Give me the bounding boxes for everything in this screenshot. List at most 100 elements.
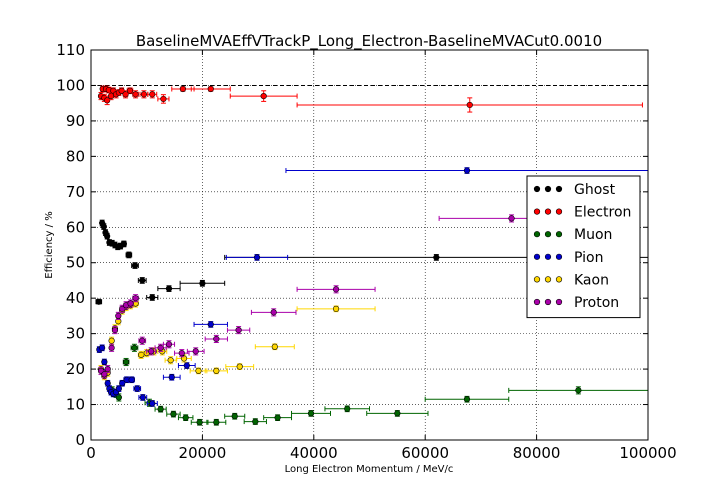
pion-marker (463, 167, 471, 174)
muon-point (324, 405, 370, 413)
pion-point (128, 376, 135, 384)
legend-label-muon: Muon (574, 227, 612, 243)
electron-point (190, 85, 231, 93)
legend-marker-ghost (533, 185, 541, 193)
muon-marker (213, 419, 220, 426)
pion-point (99, 344, 106, 352)
proton-marker (235, 326, 242, 334)
pion-marker (99, 344, 106, 351)
kaon-marker (332, 305, 340, 312)
ghost-marker (104, 233, 111, 240)
ghost-marker (165, 285, 173, 292)
muon-marker (115, 394, 122, 401)
y-tick-label: 40 (66, 289, 85, 307)
proton-marker (178, 350, 185, 357)
kaon-point (137, 350, 145, 359)
electron-point (147, 90, 158, 99)
x-tick-label: 20000 (179, 444, 227, 462)
proton-point (186, 347, 205, 356)
kaon-point (225, 363, 255, 370)
legend-marker-electron (544, 208, 552, 215)
muon-point (190, 418, 209, 426)
series-muon (109, 343, 649, 426)
kaon-point (108, 336, 115, 345)
legend-label-electron: Electron (574, 205, 631, 221)
muon-point (177, 414, 194, 421)
ghost-marker (95, 298, 102, 305)
kaon-marker (167, 357, 174, 364)
ghost-point (137, 277, 147, 284)
ghost-marker (120, 240, 127, 248)
muon-marker (394, 410, 401, 417)
electron-marker (207, 85, 214, 93)
pion-point (177, 362, 196, 369)
electron-point (139, 90, 149, 99)
muon-point (115, 393, 122, 402)
muon-marker (157, 406, 164, 413)
y-tick-label: 10 (66, 396, 85, 414)
muon-marker (307, 410, 315, 417)
legend-marker-pion (533, 253, 541, 260)
muon-marker (575, 387, 582, 394)
ghost-marker (433, 254, 440, 261)
ghost-point (146, 294, 159, 301)
chart-title: BaselineMVAEffVTrackP_Long_Electron-Base… (136, 32, 602, 51)
electron-point (104, 95, 111, 106)
y-tick-label: 0 (75, 431, 85, 449)
y-tick-label: 50 (66, 254, 85, 272)
electron-marker (126, 87, 134, 94)
proton-marker (104, 365, 111, 373)
legend-marker-kaon (533, 276, 541, 283)
y-tick-label: 90 (66, 112, 85, 130)
legend-marker-electron (533, 208, 541, 215)
legend-marker-pion (544, 253, 552, 260)
muon-point (130, 343, 139, 352)
pion-point (162, 373, 181, 381)
x-axis-label: Long Electron Momentum / MeV/c (285, 464, 454, 475)
kaon-point (204, 367, 228, 375)
proton-marker (270, 309, 277, 316)
legend-label-kaon: Kaon (574, 272, 609, 288)
muon-marker (463, 396, 471, 403)
proton-point (108, 343, 115, 352)
proton-point (296, 285, 376, 294)
proton-point (204, 334, 228, 343)
electron-marker (466, 101, 473, 109)
legend-box (526, 175, 641, 319)
muon-marker (274, 414, 281, 421)
pion-point (146, 400, 158, 407)
muon-marker (196, 419, 203, 426)
proton-marker (111, 326, 119, 334)
legend-entry-pion: Pion (533, 250, 603, 266)
pion-marker (207, 321, 214, 328)
ghost-marker (131, 262, 139, 269)
proton-marker (332, 286, 340, 293)
proton-marker (213, 335, 220, 343)
muon-point (243, 418, 267, 425)
proton-point (115, 311, 122, 320)
proton-point (104, 365, 111, 374)
legend-marker-proton (544, 298, 552, 306)
electron-marker (260, 92, 267, 100)
legend: Ghost Electron Muon Pion Kaon Proton (526, 175, 641, 319)
ghost-point (99, 219, 106, 227)
y-tick-label: 30 (66, 325, 85, 343)
pion-point (225, 254, 289, 261)
proton-point (138, 336, 147, 345)
x-tick-label: 100000 (619, 444, 676, 462)
kaon-marker (195, 367, 202, 374)
pion-marker (134, 385, 141, 392)
legend-marker-ghost (544, 185, 552, 193)
x-tick-label: 80000 (513, 444, 561, 462)
muon-point (366, 410, 429, 417)
muon-marker (170, 411, 177, 418)
proton-point (146, 347, 157, 356)
muon-point (224, 412, 246, 420)
legend-marker-muon (533, 231, 541, 238)
legend-entry-proton: Proton (533, 295, 619, 311)
ghost-point (100, 223, 107, 230)
kaon-point (164, 356, 177, 365)
proton-point (162, 340, 176, 349)
kaon-point (254, 343, 295, 351)
